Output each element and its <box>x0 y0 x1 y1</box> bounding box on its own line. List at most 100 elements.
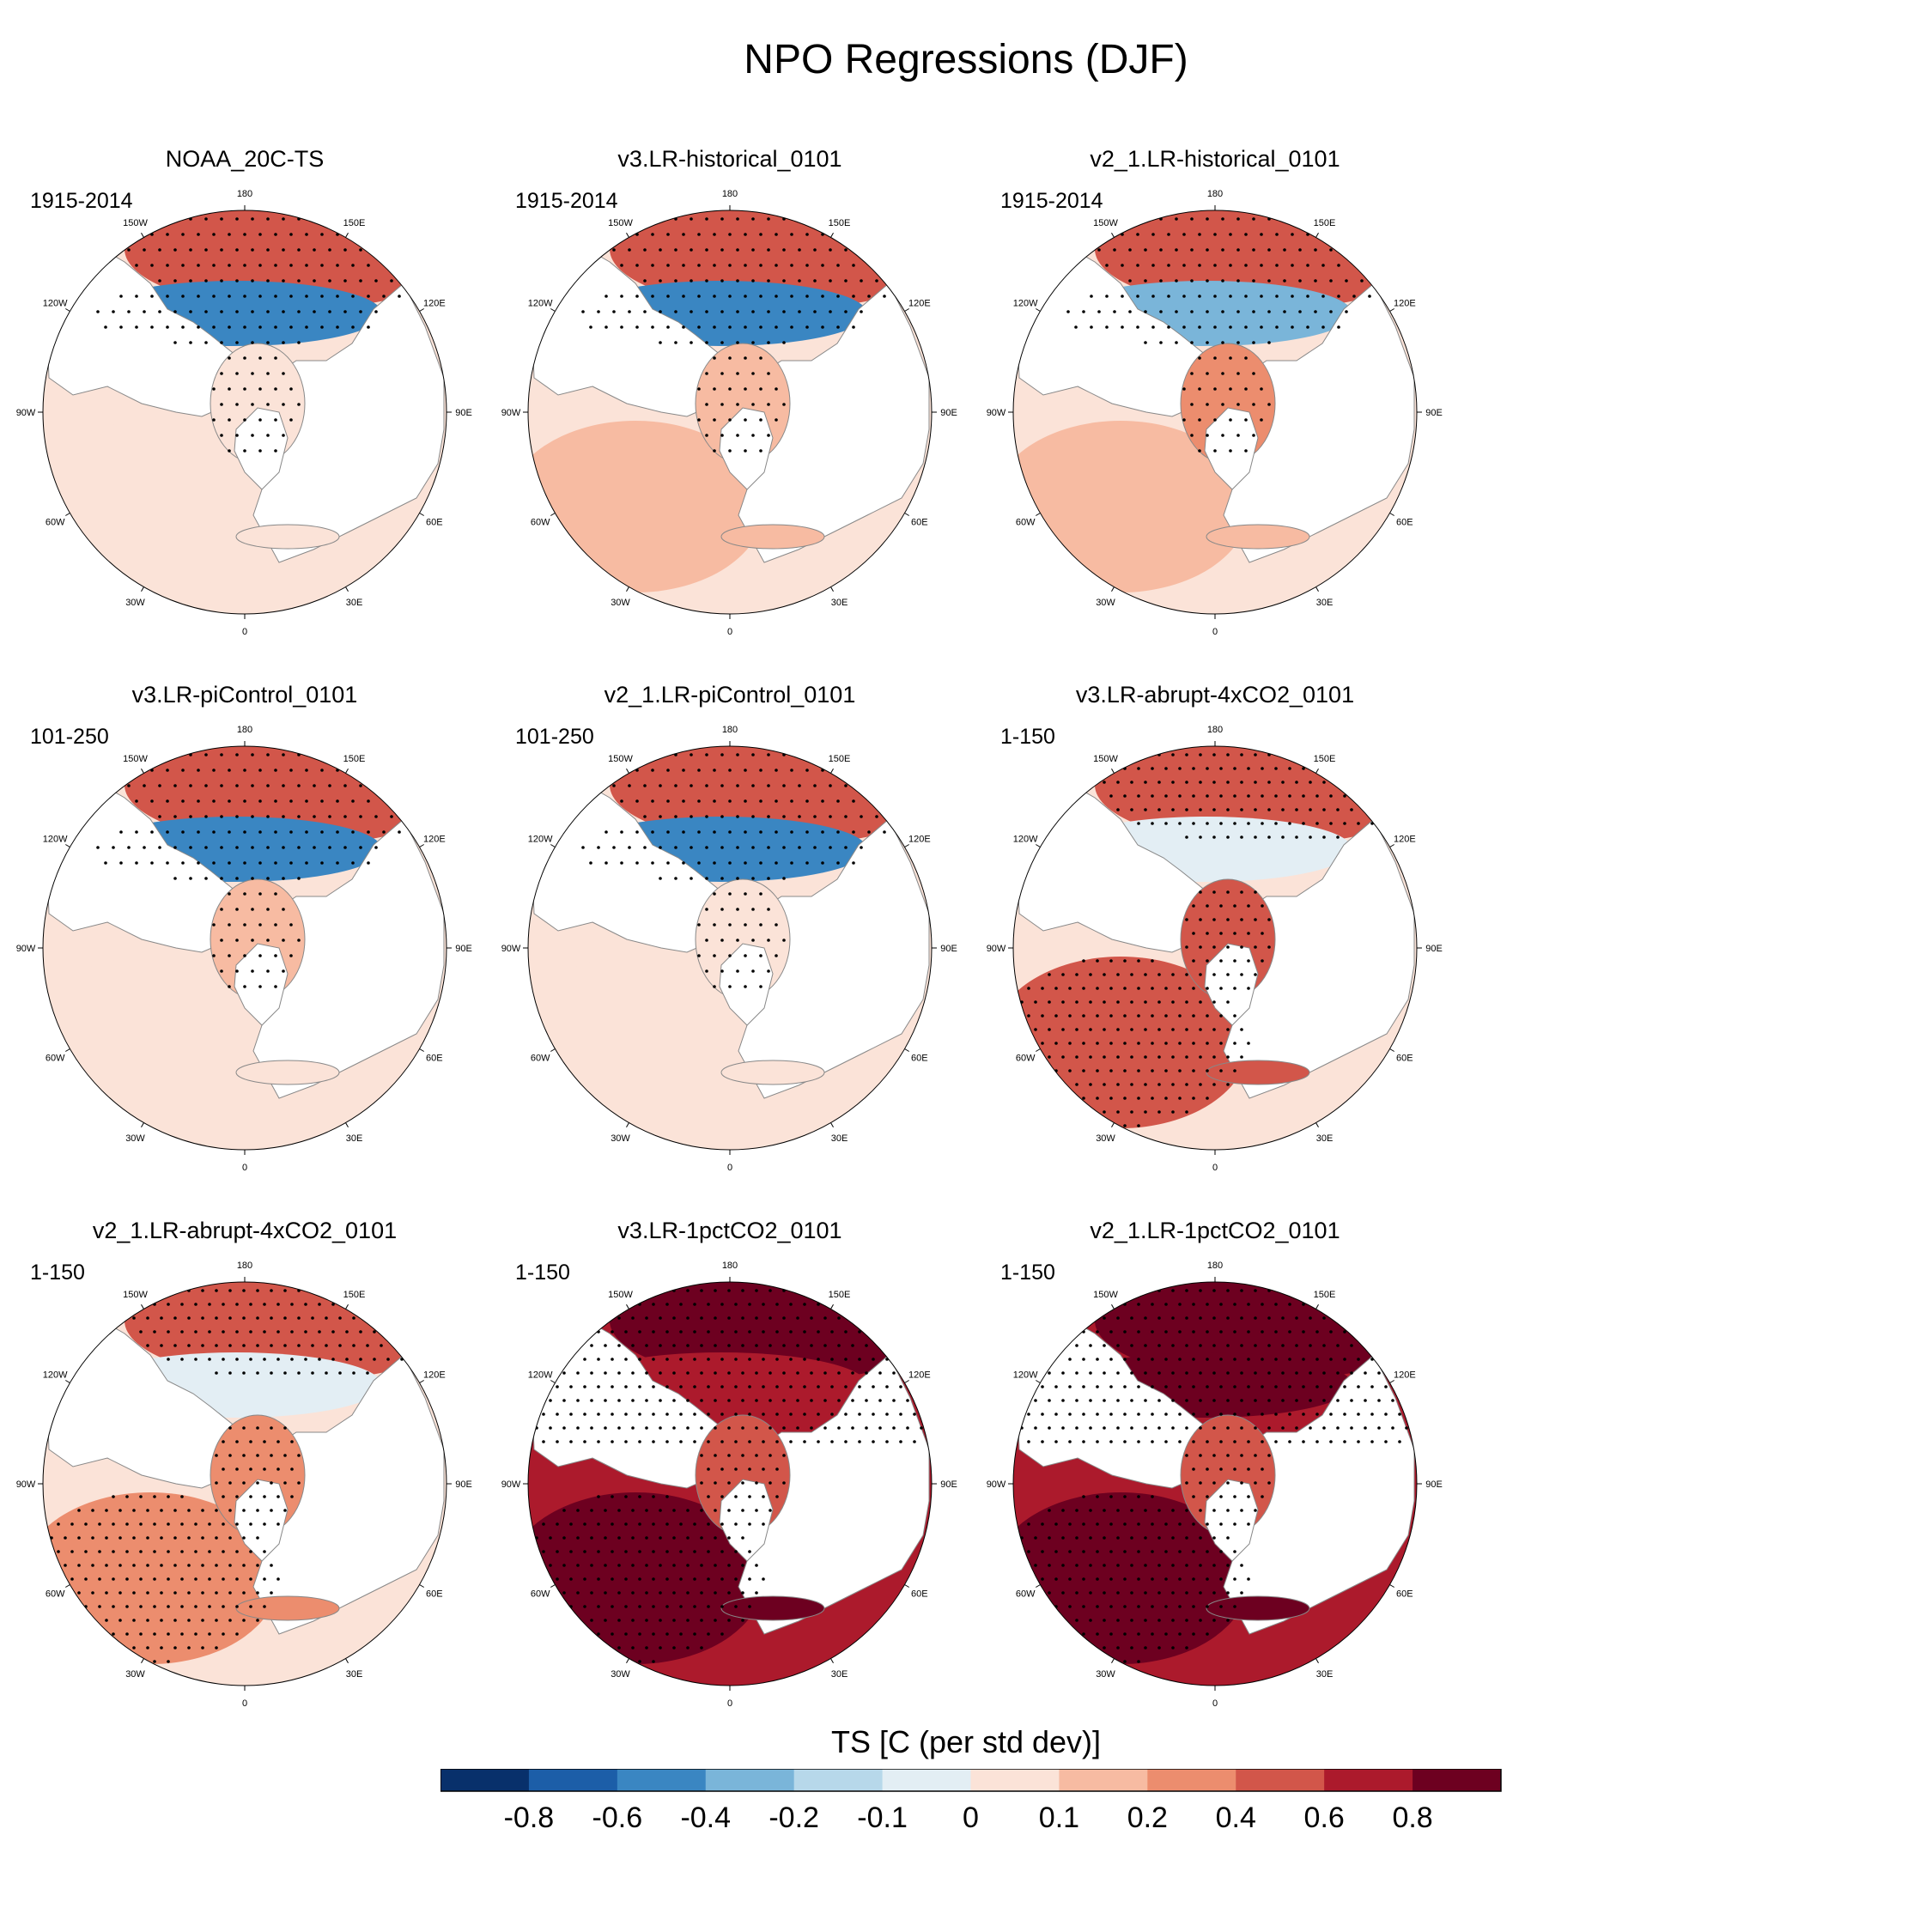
lon-tick <box>141 233 144 238</box>
lon-tick <box>345 233 349 238</box>
lon-tick <box>419 1380 424 1383</box>
lon-label: 120E <box>1394 1370 1416 1381</box>
lon-tick <box>141 1122 144 1127</box>
lon-label: 150E <box>1314 218 1336 228</box>
colorbar-label: -0.1 <box>857 1801 908 1834</box>
lon-label: 90E <box>1425 408 1443 418</box>
lon-tick <box>65 1048 70 1052</box>
map-panel: v2_1.LR-piControl_0101 101-250 180 150E 120E… <box>489 682 970 1173</box>
lon-tick <box>419 1048 424 1052</box>
lon-tick <box>1389 308 1394 312</box>
map-panel: NOAA_20C-TS 1915-2014 180 150E 120E 90E 60E 30E… <box>4 146 485 637</box>
lon-label: 30E <box>831 1133 848 1144</box>
period-label: 101-250 <box>30 725 109 749</box>
lon-tick <box>1111 233 1115 238</box>
lon-label: 180 <box>722 725 738 735</box>
lon-label: 30W <box>1096 1133 1115 1144</box>
greenland-land <box>719 1479 774 1562</box>
lon-tick <box>550 1048 556 1052</box>
lon-label: 0 <box>242 627 247 637</box>
polar-map: 180 150E 120E 90E 60E 30E 0 30W 60W 90W 120W 150W <box>16 189 472 637</box>
polar-map: 180 150E 120E 90E 60E 30E 0 30W 60W 90W 120W 150W <box>501 1261 957 1709</box>
figure-title: NPO Regressions (DJF) <box>744 37 1188 82</box>
lon-tick <box>550 1584 556 1588</box>
lon-label: 90W <box>16 944 36 954</box>
lon-tick <box>626 1304 629 1309</box>
lon-label: 120E <box>423 299 446 309</box>
lon-label: 60W <box>1016 1054 1036 1064</box>
lon-tick <box>626 1658 629 1663</box>
lon-label: 0 <box>727 1698 732 1709</box>
lon-label: 60W <box>531 1589 550 1600</box>
lon-label: 60E <box>911 518 928 528</box>
lon-tick <box>626 1122 629 1127</box>
greenland-land <box>234 1479 289 1562</box>
lon-tick <box>141 586 144 592</box>
lon-label: 90E <box>940 408 957 418</box>
lon-tick <box>1389 1048 1394 1052</box>
lon-tick <box>1036 513 1041 516</box>
lon-label: 180 <box>722 189 738 199</box>
lon-label: 60E <box>911 1054 928 1064</box>
lon-tick <box>626 233 629 238</box>
lon-label: 30W <box>611 1133 630 1144</box>
lon-label: 120E <box>908 835 931 845</box>
lon-tick <box>1315 1304 1319 1309</box>
colorbar: -0.8 -0.6 -0.4 -0.2 -0.1 0 0.1 0.2 0.4 0.6 0.8 <box>440 1769 1502 1834</box>
lon-label: 120E <box>908 1370 931 1381</box>
significance-stippling <box>96 753 401 988</box>
lon-tick <box>141 769 144 774</box>
colorbar-swatch <box>970 1769 1060 1791</box>
lon-tick <box>830 1122 834 1127</box>
lon-label: 60W <box>531 1054 550 1064</box>
lon-label: 90E <box>455 1479 472 1490</box>
period-label: 101-250 <box>515 725 594 749</box>
lon-label: 30W <box>1096 598 1115 608</box>
lon-tick <box>345 769 349 774</box>
colorbar-label: 0.8 <box>1392 1801 1432 1834</box>
lon-label: 30E <box>831 598 848 608</box>
lon-label: 150W <box>608 218 633 228</box>
lon-tick <box>419 308 424 312</box>
lon-tick <box>1111 1122 1115 1127</box>
lon-label: 120W <box>43 299 68 309</box>
colorbar-label: 0.1 <box>1039 1801 1079 1834</box>
colorbar-swatch <box>617 1769 707 1791</box>
lon-label: 30W <box>125 1133 145 1144</box>
lon-label: 60W <box>1016 1589 1036 1600</box>
lon-tick <box>1111 769 1115 774</box>
lon-label: 0 <box>1212 627 1218 637</box>
lon-label: 150E <box>829 1290 851 1300</box>
lon-label: 180 <box>1207 1261 1223 1271</box>
lon-label: 0 <box>242 1163 247 1173</box>
greenland-land <box>1204 407 1259 490</box>
colorbar-swatch <box>1147 1769 1236 1791</box>
lon-tick <box>1036 844 1041 848</box>
colorbar-label: 0 <box>963 1801 979 1834</box>
map-panel: v2_1.LR-historical_0101 1915-2014 180 150E 1… <box>975 146 1455 637</box>
lon-label: 0 <box>1212 1163 1218 1173</box>
lon-label: 30W <box>1096 1669 1115 1680</box>
lon-label: 30E <box>1316 1669 1334 1680</box>
lon-tick <box>141 1304 144 1309</box>
significance-stippling <box>581 217 886 453</box>
colorbar-label: -0.6 <box>592 1801 643 1834</box>
lon-label: 90W <box>16 408 36 418</box>
lon-label: 150E <box>1314 754 1336 764</box>
lon-tick <box>1315 769 1319 774</box>
mediterranean-anomaly <box>235 1060 340 1085</box>
greenland-land <box>719 407 774 490</box>
colorbar-swatch <box>1413 1769 1502 1791</box>
significance-stippling <box>581 753 886 988</box>
lon-label: 60E <box>911 1589 928 1600</box>
lon-label: 30E <box>1316 1133 1334 1144</box>
colorbar-swatch <box>1236 1769 1325 1791</box>
polar-map: 180 150E 120E 90E 60E 30E 0 30W 60W 90W 120W 150W <box>501 189 957 637</box>
lon-label: 150E <box>343 218 366 228</box>
lon-label: 90W <box>501 408 521 418</box>
period-label: 1915-2014 <box>515 189 618 213</box>
significance-stippling <box>535 1289 923 1663</box>
lon-tick <box>65 513 70 516</box>
map-panel: v3.LR-abrupt-4xCO2_0101 1-150 180 150E 120E 9… <box>975 682 1455 1173</box>
lon-tick <box>1111 1658 1115 1663</box>
